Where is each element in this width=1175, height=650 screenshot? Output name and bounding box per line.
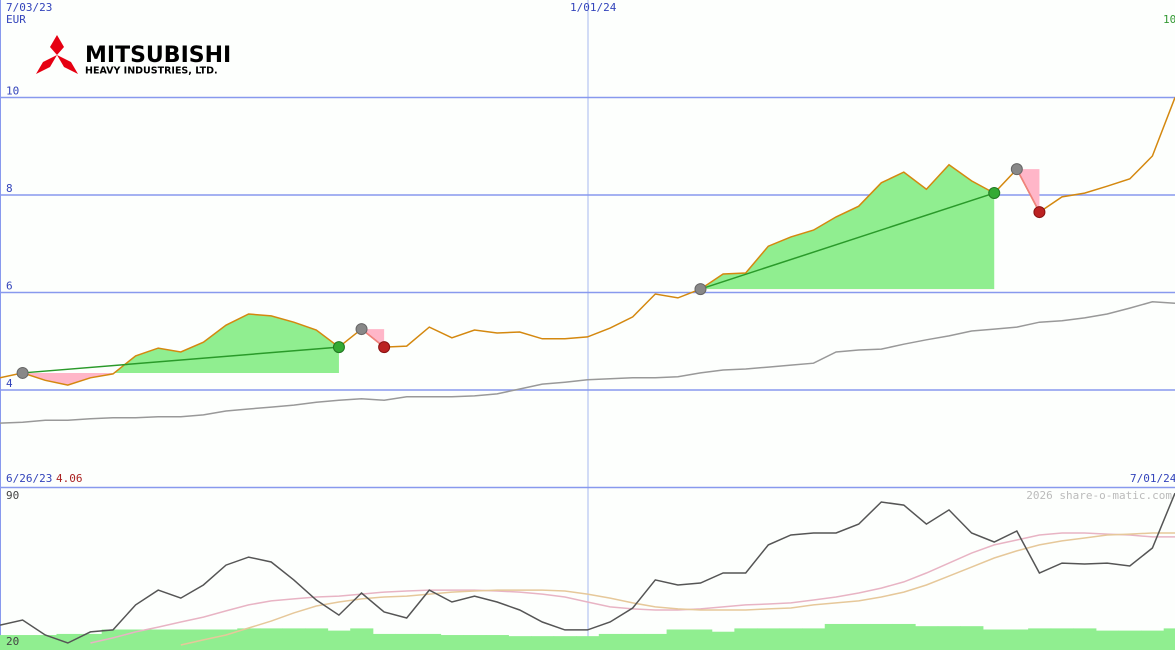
start-date: 6/26/23 — [6, 472, 52, 485]
series-line — [180, 532, 1175, 646]
bar — [1005, 629, 1029, 650]
bar — [418, 633, 442, 650]
logo-subtitle: HEAVY INDUSTRIES, LTD. — [85, 66, 218, 77]
trade-entry — [1010, 163, 1023, 176]
bar — [463, 635, 487, 650]
y-tick-label: 10 — [6, 85, 19, 98]
bar — [327, 630, 351, 650]
trade-line — [22, 346, 340, 374]
y-tick-label: 4 — [6, 377, 13, 390]
bar — [1095, 630, 1120, 650]
bar — [598, 633, 622, 650]
bar — [305, 628, 329, 650]
bar — [1028, 628, 1052, 650]
bar — [101, 629, 125, 650]
logo-diamond — [57, 55, 78, 74]
trade-exit — [988, 187, 1001, 200]
bar — [960, 626, 984, 650]
trade-entry — [16, 366, 29, 379]
bar — [915, 626, 939, 650]
logo-diamond — [36, 55, 57, 74]
trade-exit — [378, 341, 391, 354]
logo — [36, 35, 78, 74]
currency: EUR — [6, 13, 26, 26]
y-tick-label: 6 — [6, 280, 13, 293]
trade-exit — [332, 341, 345, 354]
bar — [485, 635, 509, 650]
bar — [553, 636, 577, 650]
bar — [666, 629, 690, 650]
bar — [56, 633, 80, 650]
date-label: 1/01/24 — [570, 1, 617, 14]
y-tick-label: 90 — [6, 489, 19, 502]
bar — [146, 629, 170, 650]
bar — [576, 636, 600, 650]
gain-area — [700, 164, 995, 290]
bar — [1050, 628, 1074, 650]
bar — [79, 633, 103, 650]
bar — [33, 635, 57, 650]
bar — [259, 628, 283, 650]
bar — [0, 635, 12, 650]
series-line — [90, 532, 1175, 644]
bar — [372, 633, 396, 650]
bar — [350, 628, 374, 650]
watermark: 2026 share-o-matic.com — [1026, 489, 1172, 502]
bar — [169, 629, 193, 650]
trade-entry — [694, 283, 707, 296]
bar — [440, 635, 464, 650]
bar — [621, 633, 645, 650]
bar — [1163, 628, 1175, 650]
trade-exit — [1033, 206, 1046, 219]
bar — [1141, 630, 1165, 650]
last-price: 10 — [1163, 13, 1175, 26]
bar — [124, 629, 148, 650]
bar — [711, 631, 735, 650]
bar — [11, 635, 35, 650]
bar — [1073, 628, 1097, 650]
bar — [937, 626, 961, 650]
bar — [869, 623, 894, 650]
y-tick-label: 8 — [6, 182, 13, 195]
bar — [237, 628, 261, 650]
gain-area — [22, 313, 339, 373]
bar — [395, 633, 419, 650]
series-line — [0, 301, 1175, 424]
start-price: 4.06 — [56, 472, 83, 485]
bar — [847, 623, 871, 650]
series-line — [0, 492, 1175, 644]
series-line — [0, 97, 1175, 386]
y-tick-label: 20 — [6, 635, 19, 648]
bar — [214, 629, 238, 650]
bar — [982, 629, 1007, 650]
bar — [1118, 630, 1142, 650]
bar — [689, 629, 713, 650]
bar — [779, 628, 803, 650]
bar — [756, 628, 781, 650]
bar — [531, 636, 555, 650]
trade-line — [1016, 168, 1041, 213]
start-date-label: 7/03/23 — [6, 1, 52, 14]
logo-name: MITSUBISHI — [85, 43, 231, 68]
bar — [734, 628, 758, 650]
end-date: 7/01/24 — [1130, 472, 1175, 485]
bar — [802, 628, 826, 650]
bar — [892, 623, 916, 650]
bar — [508, 636, 532, 650]
bar — [282, 628, 306, 650]
trade-entry — [355, 323, 368, 336]
logo-diamond — [50, 35, 64, 55]
trade-line — [700, 192, 995, 290]
bar — [824, 623, 848, 650]
bar — [643, 633, 668, 650]
